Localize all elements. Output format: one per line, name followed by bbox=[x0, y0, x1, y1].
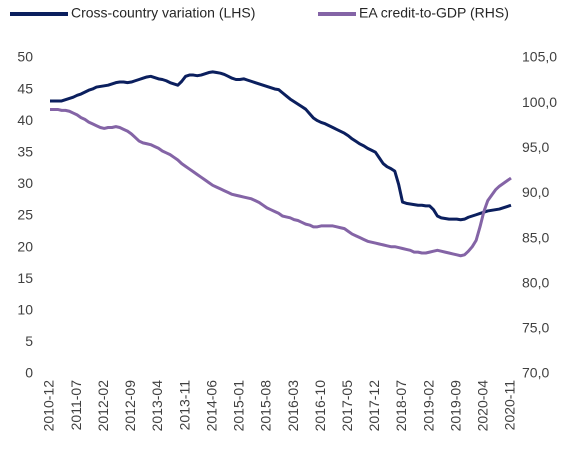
series-line bbox=[50, 70, 512, 222]
x-tick-label: 2020-04 bbox=[475, 380, 491, 432]
x-tick-label: 2014-06 bbox=[203, 380, 219, 432]
x-tick-label: 2017-05 bbox=[339, 380, 355, 432]
y2-tick-label: 100,0 bbox=[522, 94, 557, 110]
x-tick-label: 2018-07 bbox=[393, 380, 409, 432]
series-line bbox=[50, 107, 512, 258]
y2-tick-label: 85,0 bbox=[522, 229, 549, 245]
legend-label: EA credit-to-GDP (RHS) bbox=[359, 5, 509, 21]
x-tick-label: 2017-12 bbox=[366, 380, 382, 432]
x-tick-label: 2010-12 bbox=[41, 380, 57, 432]
y-tick-label: 30 bbox=[17, 175, 33, 191]
y-tick-label: 0 bbox=[25, 365, 33, 381]
x-tick-label: 2015-08 bbox=[258, 380, 274, 432]
y2-tick-label: 90,0 bbox=[522, 184, 549, 200]
y-tick-label: 15 bbox=[17, 270, 33, 286]
y-tick-label: 35 bbox=[17, 144, 33, 160]
legend-label: Cross-country variation (LHS) bbox=[71, 5, 255, 21]
y2-tick-label: 95,0 bbox=[522, 139, 549, 155]
x-tick-label: 2019-09 bbox=[447, 380, 463, 432]
y-tick-label: 20 bbox=[17, 238, 33, 254]
x-tick-label: 2013-11 bbox=[176, 380, 192, 431]
x-tick-label: 2011-07 bbox=[68, 380, 84, 431]
x-tick-label: 2016-03 bbox=[285, 380, 301, 432]
y2-tick-label: 105,0 bbox=[522, 49, 557, 65]
x-tick-label: 2012-09 bbox=[122, 380, 138, 432]
y-tick-label: 5 bbox=[25, 333, 33, 349]
y2-tick-label: 75,0 bbox=[522, 320, 549, 336]
y-tick-label: 50 bbox=[17, 49, 33, 65]
y-tick-label: 10 bbox=[17, 302, 33, 318]
x-tick-label: 2013-04 bbox=[149, 380, 165, 432]
x-tick-label: 2012-02 bbox=[95, 380, 111, 432]
x-tick-label: 2015-01 bbox=[231, 380, 247, 432]
x-tick-label: 2016-10 bbox=[312, 380, 328, 432]
x-tick-label: 2019-02 bbox=[420, 380, 436, 432]
y-tick-label: 25 bbox=[17, 207, 33, 223]
x-tick-label: 2020-11 bbox=[502, 380, 518, 431]
y-tick-label: 45 bbox=[17, 80, 33, 96]
y2-tick-label: 70,0 bbox=[522, 365, 549, 381]
y2-tick-label: 80,0 bbox=[522, 274, 549, 290]
y-tick-label: 40 bbox=[17, 112, 33, 128]
